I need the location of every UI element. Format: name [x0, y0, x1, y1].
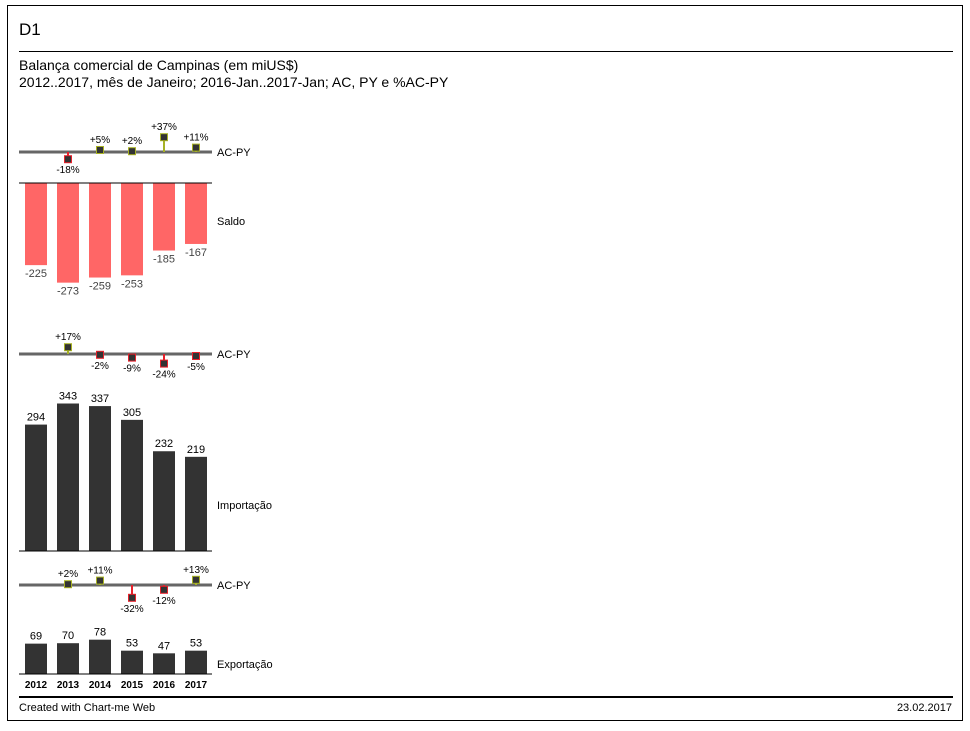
bar [121, 419, 143, 551]
category-tick-label: 2014 [89, 680, 112, 691]
variance-label: +11% [183, 133, 208, 144]
variance-marker [192, 143, 200, 152]
bar [57, 183, 79, 283]
category-tick-label: 2016 [153, 680, 176, 691]
bar [25, 424, 47, 551]
variance-marker [160, 585, 168, 594]
variance-label: +2% [58, 569, 78, 580]
variance-marker [64, 155, 72, 164]
data-label: 219 [187, 444, 205, 456]
footer-credit: Created with Chart-me Web [19, 702, 156, 714]
footer-rule [19, 696, 953, 698]
variance-marker [160, 133, 168, 142]
variance-label: -12% [152, 596, 175, 607]
data-label: 70 [62, 630, 74, 642]
bar [89, 406, 111, 551]
bar [185, 456, 207, 551]
variance-label: -24% [152, 370, 175, 381]
variance-label: -32% [120, 604, 143, 615]
variance-marker [96, 576, 104, 585]
bar [185, 650, 207, 674]
variance-axis-label: AC-PY [217, 349, 251, 361]
data-label: 53 [126, 638, 138, 650]
data-label: -273 [57, 286, 79, 298]
header-rule [19, 51, 953, 52]
data-label: 47 [158, 640, 170, 652]
data-label: -253 [121, 278, 143, 290]
data-label: -167 [185, 247, 207, 259]
chart-title: Balança comercial de Campinas (em miUS$) [19, 57, 299, 73]
data-label: 294 [27, 412, 45, 424]
category-tick-label: 2015 [121, 680, 144, 691]
data-label: 232 [155, 438, 173, 450]
series-label: Saldo [217, 216, 245, 228]
bar [121, 650, 143, 674]
report-id: D1 [19, 20, 41, 39]
variance-marker [64, 580, 72, 589]
variance-axis-label: AC-PY [217, 147, 251, 159]
category-tick-label: 2017 [185, 680, 208, 691]
data-label: -225 [25, 268, 47, 280]
data-label: 343 [59, 391, 77, 403]
data-label: -185 [153, 254, 175, 266]
variance-marker [96, 350, 104, 359]
variance-label: +37% [151, 122, 177, 133]
variance-marker [96, 146, 104, 154]
bar [89, 183, 111, 278]
bar [153, 653, 175, 674]
bar [185, 183, 207, 244]
data-label: 305 [123, 407, 141, 419]
variance-axis-label: AC-PY [217, 580, 251, 592]
variance-label: -9% [123, 364, 141, 375]
bar [57, 643, 79, 674]
data-label: 69 [30, 631, 42, 643]
series-label: Exportação [217, 659, 273, 671]
variance-marker [128, 593, 136, 602]
data-label: -259 [89, 281, 111, 293]
bar [121, 183, 143, 276]
category-tick-label: 2012 [25, 680, 48, 691]
data-label: 337 [91, 393, 109, 405]
variance-label: +13% [183, 565, 209, 576]
bar [25, 183, 47, 266]
variance-label: -2% [91, 361, 109, 372]
bar [153, 451, 175, 551]
variance-marker [128, 147, 136, 156]
report-frame [7, 5, 963, 721]
variance-marker [160, 359, 168, 368]
variance-label: +17% [55, 332, 81, 343]
series-label: Importação [217, 500, 272, 512]
variance-marker [192, 352, 200, 360]
bar [57, 403, 79, 551]
data-label: 53 [190, 638, 202, 650]
variance-marker [128, 353, 136, 362]
variance-marker [64, 343, 72, 352]
variance-label: +5% [90, 135, 110, 146]
data-label: 78 [94, 627, 106, 639]
footer-date: 23.02.2017 [896, 702, 952, 714]
variance-label: -5% [187, 362, 205, 373]
bar [153, 183, 175, 251]
bar [89, 639, 111, 674]
category-tick-label: 2013 [57, 680, 80, 691]
bar [25, 643, 47, 674]
chart-subtitle: 2012..2017, mês de Janeiro; 2016-Jan..20… [19, 74, 449, 90]
variance-marker [192, 575, 200, 584]
variance-label: +2% [122, 136, 142, 147]
variance-label: +11% [87, 566, 112, 577]
variance-label: -18% [56, 165, 79, 176]
